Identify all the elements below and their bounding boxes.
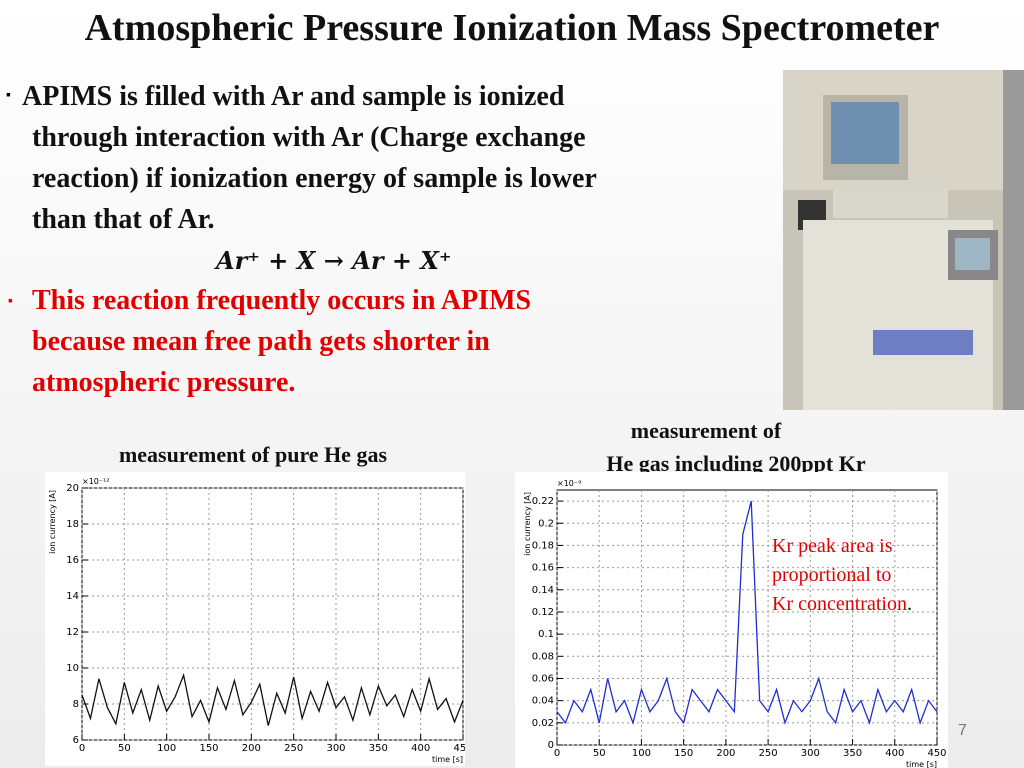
annotation-line: Kr peak area is [772, 535, 893, 557]
bullet-line: atmospheric pressure. [32, 367, 296, 398]
x-tick-label: 200 [242, 743, 261, 754]
annotation-text: Kr concentration [772, 593, 907, 615]
y-tick-label: 6 [73, 735, 79, 746]
y-tick-label: 18 [66, 519, 79, 530]
y-tick-label: 16 [66, 555, 79, 566]
x-tick-label: 50 [118, 743, 131, 754]
annotation-line: Kr concentration. [772, 590, 912, 619]
y-axis-label: ion currency [A] [523, 492, 532, 556]
page-number: 7 [958, 722, 967, 739]
x-tick-label: 150 [199, 743, 218, 754]
x-tick-label: 300 [801, 748, 820, 759]
caption: measurement of pure He gas [118, 442, 388, 467]
y-tick-label: 0.22 [532, 496, 554, 507]
axis-exponent: ×10⁻⁹ [557, 479, 581, 488]
y-tick-label: 0.12 [532, 607, 554, 618]
y-tick-label: 14 [66, 591, 79, 602]
y-tick-label: 0.02 [532, 718, 554, 729]
y-axis-label: ion currency [A] [48, 490, 57, 554]
x-tick-label: 0 [554, 748, 560, 759]
annotation: Kr peak area is proportional to Kr conce… [772, 532, 912, 619]
x-tick-label: 450 [453, 743, 465, 754]
x-tick-label: 350 [843, 748, 862, 759]
caption: measurement of [630, 418, 782, 443]
x-tick-label: 100 [632, 748, 651, 759]
x-tick-label: 400 [885, 748, 904, 759]
y-tick-label: 0 [548, 740, 554, 751]
x-tick-label: 100 [157, 743, 176, 754]
caption: He gas including 200ppt Kr [606, 451, 866, 476]
y-tick-label: 8 [73, 699, 79, 710]
y-tick-label: 0.08 [532, 651, 554, 662]
annotation-end: . [906, 593, 912, 615]
bullet-line: APIMS is filled with Ar and sample is io… [22, 81, 565, 112]
y-tick-label: 0.04 [532, 696, 554, 707]
x-tick-label: 400 [411, 743, 430, 754]
x-tick-label: 150 [674, 748, 693, 759]
bullet-line: than that of Ar. [32, 204, 215, 235]
x-tick-label: 300 [326, 743, 345, 754]
x-axis-label: time [s] [906, 760, 937, 768]
annotation-line: proportional to [772, 564, 892, 586]
bullet-line: through interaction with Ar (Charge exch… [32, 122, 586, 153]
bullet-line: This reaction frequently occurs in APIMS [32, 285, 532, 316]
photo [783, 70, 1024, 410]
x-axis-label: time [s] [432, 755, 463, 764]
data-line [81, 672, 464, 726]
y-tick-label: 20 [66, 483, 79, 494]
equation: Ar⁺ + X → Ar + X⁺ [216, 246, 452, 275]
x-tick-label: 250 [759, 748, 778, 759]
y-tick-label: 12 [66, 627, 79, 638]
bullet-line: because mean free path gets shorter in [32, 326, 490, 357]
x-tick-label: 200 [716, 748, 735, 759]
x-tick-label: 250 [284, 743, 303, 754]
y-tick-label: 0.14 [532, 585, 554, 596]
y-tick-label: 0.06 [532, 673, 554, 684]
y-tick-label: 0.2 [538, 518, 554, 529]
y-tick-label: 0.18 [532, 540, 554, 551]
slide-title: Atmospheric Pressure Ionization Mass Spe… [84, 7, 940, 49]
x-tick-label: 450 [927, 748, 946, 759]
x-tick-label: 350 [369, 743, 388, 754]
x-tick-label: 0 [79, 743, 85, 754]
bullet-marker: ▪ [6, 88, 11, 103]
x-tick-label: 50 [593, 748, 606, 759]
data-line [556, 500, 938, 725]
bullet-line: reaction) if ionization energy of sample… [32, 163, 597, 194]
chart: 00.020.040.060.080.10.120.140.160.180.20… [515, 472, 948, 768]
y-tick-label: 0.1 [538, 629, 554, 640]
bullet-marker: ▪ [8, 294, 13, 309]
y-tick-label: 0.16 [532, 563, 554, 574]
axis-exponent: ×10⁻¹² [82, 477, 110, 486]
y-tick-label: 10 [66, 663, 79, 674]
